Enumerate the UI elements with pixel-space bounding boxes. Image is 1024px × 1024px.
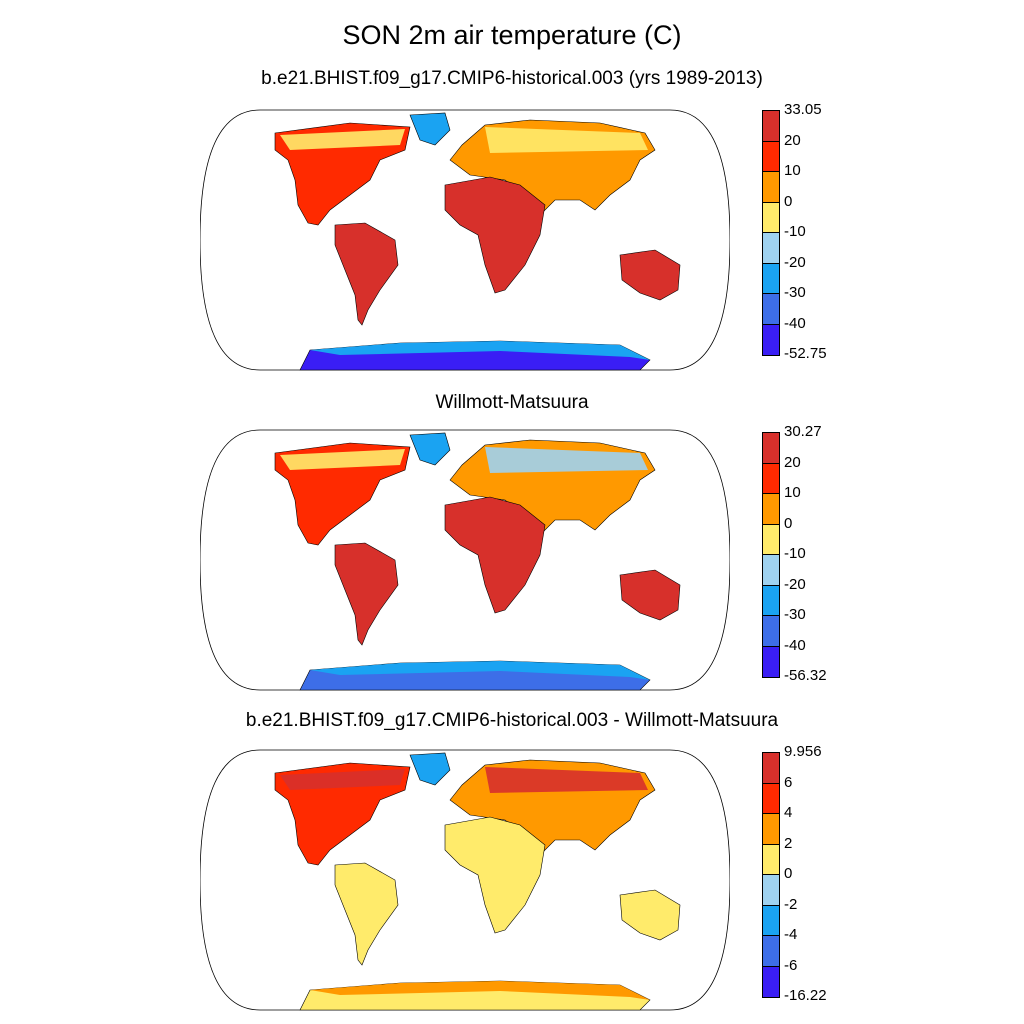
colorbar-tick-label: 6 — [784, 773, 793, 791]
colorbar-tick-label: 30.27 — [784, 423, 822, 440]
colorbar-panel-3 — [762, 752, 780, 998]
antarctic-coast-band — [310, 661, 650, 680]
colorbar-swatch — [763, 753, 779, 784]
landmass-south-america — [334, 542, 399, 646]
colorbar-tick-label: -40 — [784, 636, 806, 654]
colorbar-swatch — [763, 814, 779, 845]
panel-2-subtitle: Willmott-Matsuura — [435, 392, 589, 413]
landmass-africa — [444, 176, 546, 294]
colorbar-swatch — [763, 783, 779, 814]
landmass-greenland — [409, 752, 451, 786]
colorbar-tick-label: -40 — [784, 314, 806, 332]
map-panel-1 — [200, 109, 730, 371]
colorbar-swatch — [763, 844, 779, 875]
colorbar-tick-label: 33.05 — [784, 101, 822, 118]
colorbar-tick-label: -2 — [784, 895, 798, 913]
colorbar-panel-1 — [762, 110, 780, 356]
colorbar-swatch — [763, 524, 779, 555]
colorbar-swatch — [763, 111, 779, 142]
colorbar-swatch — [763, 936, 779, 967]
arctic-band-eurasia — [485, 447, 648, 473]
colorbar-swatch — [763, 585, 779, 616]
colorbar-tick-label: -10 — [784, 223, 806, 240]
colorbar-tick-label: 0 — [784, 192, 793, 210]
colorbar-swatch — [763, 141, 779, 172]
colorbar-swatch — [763, 263, 779, 294]
landmass-australia — [619, 249, 681, 301]
colorbar-swatch — [763, 555, 779, 586]
arctic-band-north-america — [280, 129, 405, 150]
colorbar-tick-label: -6 — [784, 956, 798, 974]
colorbar-tick-label: 0 — [784, 514, 793, 532]
colorbar-tick-label: 2 — [784, 834, 793, 852]
colorbar-tick-label: 4 — [784, 804, 793, 821]
arctic-band-north-america — [280, 449, 405, 470]
colorbar-swatch — [763, 646, 779, 677]
colorbar-tick-label: -16.22 — [784, 987, 827, 1004]
antarctic-coast-band — [310, 981, 650, 1000]
panel-3-subtitle: b.e21.BHIST.f09_g17.CMIP6-historical.003… — [245, 710, 779, 731]
colorbar-tick-label: -4 — [784, 926, 798, 943]
colorbar-tick-label: 20 — [784, 131, 801, 149]
colorbar-tick-label: 0 — [784, 865, 793, 882]
colorbar-tick-label: -10 — [784, 545, 806, 562]
figure-title: SON 2m air temperature (C) — [342, 20, 682, 50]
landmass-australia — [619, 889, 681, 941]
landmass-africa — [444, 496, 546, 614]
colorbar-tick-label: -30 — [784, 284, 806, 301]
panel-1-subtitle: b.e21.BHIST.f09_g17.CMIP6-historical.003… — [261, 68, 763, 89]
arctic-band-eurasia — [485, 767, 648, 793]
colorbar-swatch — [763, 233, 779, 264]
colorbar-tick-label: -20 — [784, 253, 806, 271]
colorbar-swatch — [763, 172, 779, 203]
colorbar-panel-2 — [762, 432, 780, 678]
landmass-greenland — [409, 112, 451, 146]
colorbar-tick-label: 9.956 — [784, 743, 822, 760]
colorbar-tick-label: -30 — [784, 606, 806, 623]
colorbar-swatch — [763, 616, 779, 647]
landmass-africa — [444, 816, 546, 934]
colorbar-swatch — [763, 294, 779, 325]
colorbar-swatch — [763, 433, 779, 464]
landmass-greenland — [409, 432, 451, 466]
colorbar-swatch — [763, 905, 779, 936]
colorbar-swatch — [763, 463, 779, 494]
colorbar-tick-label: -20 — [784, 575, 806, 593]
colorbar-swatch — [763, 202, 779, 233]
colorbar-tick-label: 20 — [784, 453, 801, 471]
landmass-south-america — [334, 862, 399, 966]
arctic-band-eurasia — [485, 127, 648, 153]
map-panel-3 — [200, 749, 730, 1011]
colorbar-tick-label: -56.32 — [784, 667, 827, 684]
landmass-south-america — [334, 222, 399, 326]
colorbar-tick-label: 10 — [784, 162, 801, 179]
landmass-australia — [619, 569, 681, 621]
colorbar-tick-label: 10 — [784, 484, 801, 501]
colorbar-swatch — [763, 494, 779, 525]
map-panel-2 — [200, 429, 730, 691]
colorbar-tick-label: -52.75 — [784, 345, 827, 362]
colorbar-swatch — [763, 875, 779, 906]
colorbar-swatch — [763, 966, 779, 997]
antarctic-coast-band — [310, 341, 650, 360]
arctic-band-north-america — [280, 769, 405, 790]
colorbar-swatch — [763, 324, 779, 355]
